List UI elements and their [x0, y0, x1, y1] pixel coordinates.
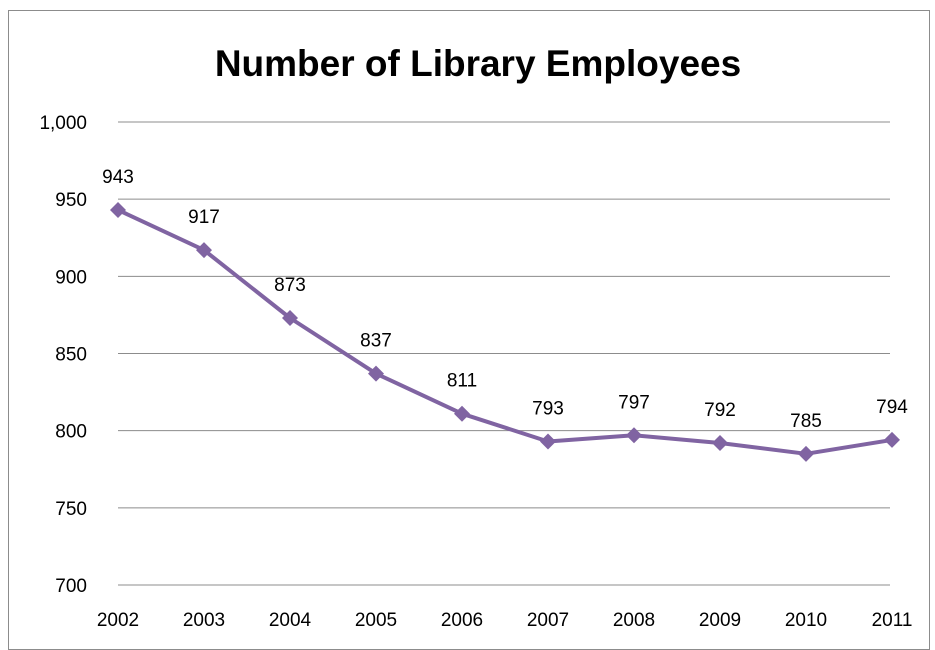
y-tick-label: 750: [55, 499, 87, 520]
data-label: 811: [447, 371, 477, 392]
data-label: 943: [102, 167, 134, 188]
data-point-marker: [712, 435, 728, 452]
y-tick-label: 900: [55, 267, 87, 288]
x-tick-label: 2008: [613, 610, 655, 631]
x-tick-label: 2010: [785, 610, 827, 631]
y-tick-label: 850: [55, 345, 87, 366]
x-tick-label: 2006: [441, 610, 483, 631]
data-point-marker: [454, 405, 470, 422]
series: [110, 201, 900, 462]
y-tick-label: 1,000: [39, 113, 87, 134]
x-tick-label: 2002: [97, 610, 139, 631]
data-label: 917: [188, 207, 220, 228]
x-tick-label: 2004: [269, 610, 312, 631]
data-label: 837: [360, 331, 392, 352]
data-label: 797: [618, 392, 650, 413]
data-label: 785: [790, 411, 822, 432]
x-axis-tick-labels: 2002 2003 2004 2005 2006 2007 2008 2009 2010 2011: [97, 610, 913, 631]
data-point-marker: [110, 201, 126, 218]
x-tick-label: 2003: [183, 610, 225, 631]
data-point-marker: [540, 433, 556, 450]
data-point-marker: [368, 365, 384, 382]
x-tick-label: 2009: [699, 610, 741, 631]
x-tick-label: 2007: [527, 610, 569, 631]
series-line: [116, 207, 894, 456]
data-point-marker: [626, 427, 642, 444]
y-tick-label: 800: [55, 422, 87, 443]
data-label: 793: [532, 398, 564, 419]
data-labels: 943 917 873 837 811 793 797 792 785 794: [102, 167, 908, 432]
data-label: 873: [274, 275, 306, 296]
chart-title: Number of Library Employees: [215, 43, 741, 84]
data-label: 794: [876, 397, 908, 418]
data-point-marker: [196, 242, 212, 259]
y-axis-tick-labels: 700 750 800 850 900 950 1,000: [39, 113, 87, 597]
x-tick-label: 2011: [872, 610, 913, 631]
data-label: 792: [704, 400, 736, 421]
y-tick-label: 950: [55, 190, 87, 211]
gridlines: [118, 121, 890, 586]
data-point-marker: [798, 445, 814, 462]
y-tick-label: 700: [55, 576, 87, 597]
chart-frame: [8, 10, 930, 650]
x-tick-label: 2005: [355, 610, 397, 631]
data-point-marker: [884, 431, 900, 448]
data-point-marker: [282, 310, 298, 327]
